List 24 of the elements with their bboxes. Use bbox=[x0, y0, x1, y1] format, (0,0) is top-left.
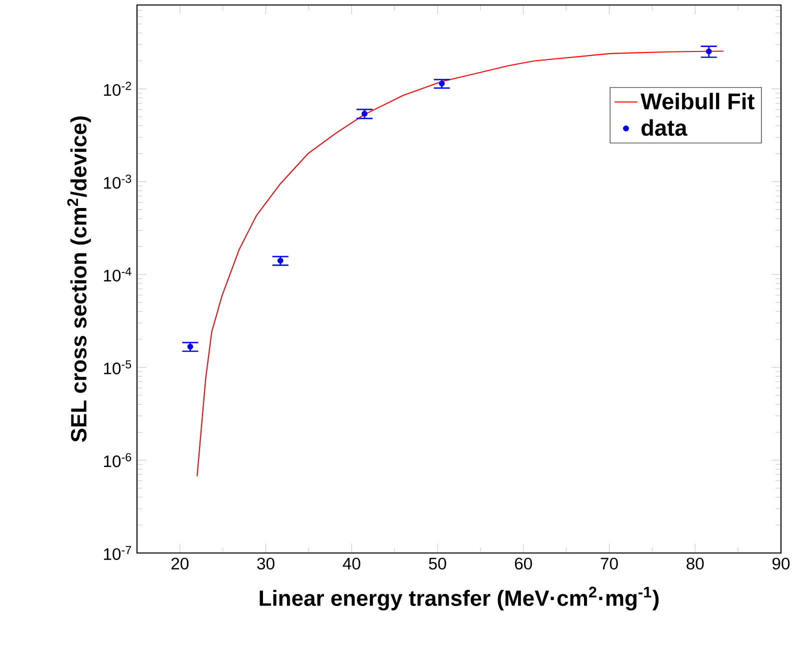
x-tick-label: 80 bbox=[686, 558, 704, 570]
y-tick-label: 10$^{-6}$ bbox=[104, 453, 132, 468]
point bbox=[362, 110, 368, 117]
point bbox=[706, 48, 712, 54]
y-tick-label: 10$^{-5}$ bbox=[104, 360, 132, 374]
x-axis-title: Linear energy transfer (MeV·cm$^{2}$·mg$^{-1}$) bbox=[260, 586, 659, 610]
line-series bbox=[196, 50, 724, 477]
x-tick-label: 50 bbox=[428, 558, 446, 570]
x-tick-label: 70 bbox=[600, 558, 618, 570]
y-axis-title: SEL cross section (cm$^{2}$/device) bbox=[67, 116, 91, 442]
y-tick-label: 10$^{-2}$ bbox=[104, 82, 132, 96]
x-tick-label: 20 bbox=[172, 558, 189, 570]
x-tick-label: 30 bbox=[257, 558, 274, 570]
x-tick-label: 40 bbox=[342, 558, 360, 570]
x-tick-label: 90 bbox=[772, 558, 790, 570]
x-tick-label: 60 bbox=[514, 558, 532, 570]
legend-label: data bbox=[642, 119, 688, 136]
point bbox=[277, 258, 284, 264]
y-tick-label: 10$^{-3}$ bbox=[104, 174, 132, 189]
legend-label: Weibull Fit bbox=[640, 92, 754, 110]
y-tick-label: 10$^{-7}$ bbox=[104, 546, 132, 560]
y-tick-label: 10$^{-4}$ bbox=[104, 268, 132, 282]
point bbox=[187, 344, 194, 350]
point bbox=[438, 80, 445, 86]
